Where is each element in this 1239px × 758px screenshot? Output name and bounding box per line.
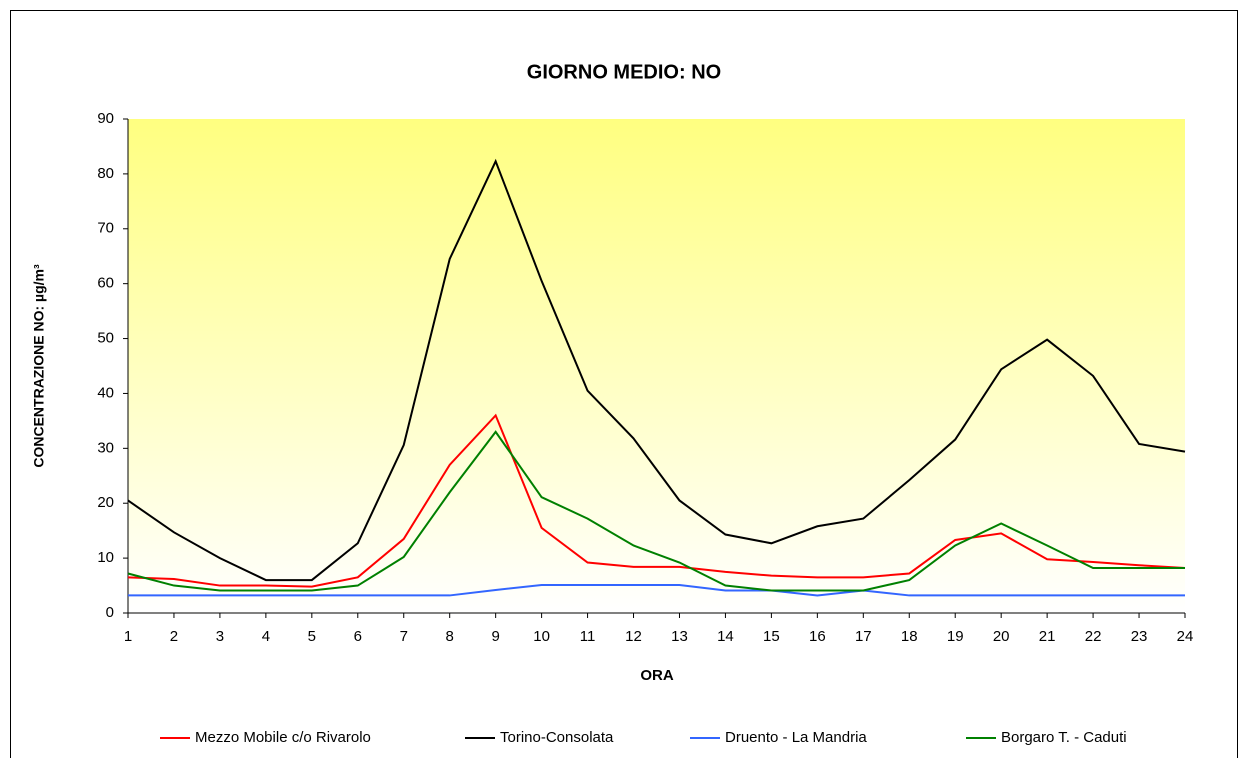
x-tick-label: 2 bbox=[170, 628, 178, 645]
x-tick-label: 18 bbox=[901, 628, 918, 645]
x-tick-label: 5 bbox=[308, 628, 316, 645]
x-tick-label: 17 bbox=[855, 628, 872, 645]
x-tick-label: 14 bbox=[717, 628, 734, 645]
y-tick-label: 20 bbox=[97, 494, 114, 511]
x-tick-label: 6 bbox=[354, 628, 362, 645]
x-tick-label: 15 bbox=[763, 628, 780, 645]
x-tick-label: 8 bbox=[446, 628, 454, 645]
x-tick-label: 23 bbox=[1131, 628, 1148, 645]
x-tick-label: 11 bbox=[580, 628, 596, 645]
series-line bbox=[128, 584, 1185, 597]
y-tick-label: 0 bbox=[106, 604, 114, 621]
y-tick-label: 30 bbox=[97, 439, 114, 456]
x-tick-label: 7 bbox=[400, 628, 408, 645]
x-tick-label: 16 bbox=[809, 628, 826, 645]
y-tick-label: 60 bbox=[97, 275, 114, 292]
x-tick-label: 12 bbox=[625, 628, 642, 645]
x-tick-label: 3 bbox=[216, 628, 224, 645]
y-tick-label: 50 bbox=[97, 330, 114, 347]
y-axis-label: CONCENTRAZIONE NO: µg/m³ bbox=[31, 264, 47, 468]
series-line bbox=[127, 413, 1186, 588]
x-tick-label: 1 bbox=[124, 628, 132, 645]
x-tick-label: 10 bbox=[533, 628, 550, 645]
y-tick-label: 70 bbox=[97, 220, 114, 237]
x-axis-label: ORA bbox=[640, 667, 674, 684]
x-tick-label: 21 bbox=[1039, 628, 1056, 645]
legend-label: Borgaro T. - Caduti bbox=[1001, 729, 1127, 746]
legend-label: Druento - La Mandria bbox=[725, 729, 867, 746]
x-tick-label: 19 bbox=[947, 628, 964, 645]
x-tick-label: 20 bbox=[993, 628, 1010, 645]
y-tick-label: 80 bbox=[97, 165, 114, 182]
chart-title: GIORNO MEDIO: NO bbox=[527, 61, 721, 83]
legend-label: Mezzo Mobile c/o Rivarolo bbox=[195, 729, 371, 746]
y-tick-label: 10 bbox=[97, 549, 114, 566]
x-tick-label: 4 bbox=[262, 628, 270, 645]
plot-area bbox=[128, 119, 1185, 613]
x-tick-label: 22 bbox=[1085, 628, 1102, 645]
series-line bbox=[127, 430, 1185, 592]
x-tick-label: 9 bbox=[491, 628, 499, 645]
chart-border bbox=[10, 10, 1238, 758]
legend-label: Torino-Consolata bbox=[500, 729, 614, 746]
y-tick-label: 40 bbox=[97, 384, 114, 401]
series-line bbox=[127, 158, 1186, 582]
y-tick-label: 90 bbox=[97, 110, 114, 127]
x-tick-label: 13 bbox=[671, 628, 688, 645]
x-tick-label: 24 bbox=[1177, 628, 1194, 645]
